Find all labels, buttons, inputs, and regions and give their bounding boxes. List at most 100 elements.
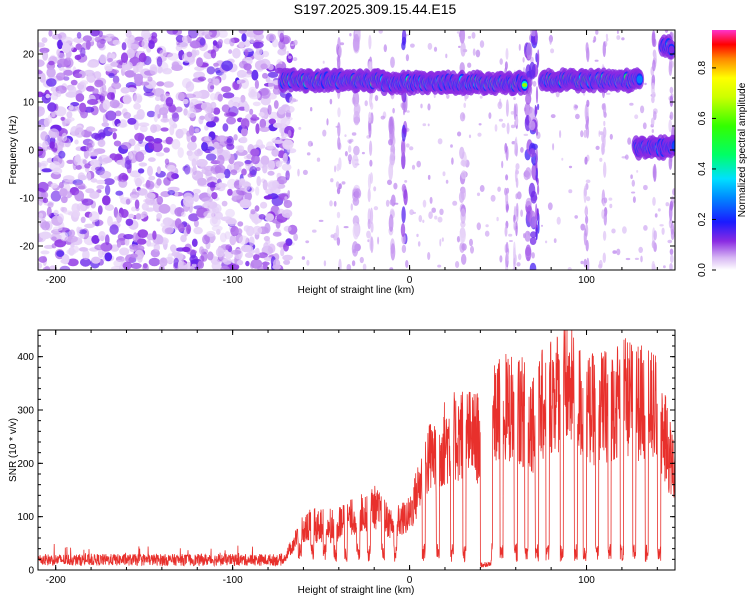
streak-blob [537, 49, 540, 66]
noise-blob [88, 211, 100, 223]
streak-blob [653, 230, 657, 241]
streak-blob [352, 215, 360, 227]
speckle [484, 230, 490, 237]
noise-blob [149, 64, 158, 75]
noise-blob [150, 124, 158, 133]
streak-blob [369, 172, 373, 184]
speckle [387, 179, 392, 186]
noise-blob [285, 105, 295, 113]
speckle [644, 82, 647, 86]
noise-blob [42, 51, 49, 61]
speckle [348, 145, 352, 153]
noise-blob [66, 159, 75, 164]
speckle [553, 238, 557, 244]
speckle [292, 98, 297, 103]
noise-blob [86, 99, 99, 105]
colorbar-tick-label: 0.6 [697, 111, 708, 125]
noise-blob [112, 75, 120, 84]
noise-blob [250, 148, 260, 157]
noise-blob [159, 257, 168, 267]
noise-blob [194, 149, 203, 157]
speckle [450, 144, 453, 148]
noise-blob [253, 30, 264, 36]
y-tick-label: 300 [17, 406, 34, 417]
noise-blob [226, 116, 237, 125]
speckle [310, 107, 313, 112]
speckle [427, 252, 431, 260]
noise-blob [241, 73, 253, 78]
speckle [631, 191, 636, 194]
speckle [411, 164, 416, 170]
noise-blob [137, 229, 149, 239]
noise-blob [127, 117, 137, 125]
noise-blob [40, 191, 49, 200]
noise-blob [144, 192, 156, 200]
streak-blob [369, 140, 373, 156]
streak-blob [514, 254, 517, 264]
noise-blob [111, 81, 122, 90]
noise-blob [156, 212, 163, 220]
streak-blob [401, 41, 406, 51]
noise-blob [153, 111, 159, 123]
noise-blob [137, 188, 148, 196]
y-tick-label: -20 [20, 242, 35, 253]
streak-blob [504, 225, 508, 237]
noise-blob [190, 135, 197, 143]
noise-blob [89, 191, 100, 199]
noise-blob [104, 65, 113, 72]
noise-blob [186, 51, 193, 58]
noise-blob [246, 225, 255, 237]
noise-blob [204, 136, 212, 142]
streak-blob [584, 205, 588, 216]
speckle [490, 194, 496, 202]
streak-blob [525, 197, 532, 208]
noise-blob [81, 198, 94, 206]
noise-blob [155, 152, 165, 157]
streak-blob [535, 148, 538, 162]
speckle [439, 208, 444, 215]
noise-blob [48, 30, 53, 37]
speckle [469, 238, 473, 247]
noise-blob [254, 205, 260, 212]
noise-blob [192, 188, 201, 194]
speckle [409, 146, 414, 151]
noise-blob [128, 151, 133, 160]
speckle [518, 43, 521, 51]
noise-blob [104, 184, 111, 196]
noise-blob [193, 226, 203, 235]
streak-blob [583, 187, 588, 197]
speckle [592, 39, 595, 43]
streak-blob [505, 253, 508, 267]
noise-blob [181, 211, 186, 218]
noise-blob [53, 209, 59, 216]
noise-blob [263, 195, 273, 200]
y-tick-label: 0 [28, 566, 34, 577]
speckle [488, 112, 492, 119]
streak-blob [651, 240, 656, 249]
noise-blob [201, 141, 208, 152]
noise-blob [174, 190, 179, 197]
streak-blob [336, 187, 341, 195]
noise-blob [148, 157, 156, 162]
streak-blob [603, 197, 608, 204]
noise-blob [204, 200, 211, 206]
speckle [550, 48, 555, 54]
speckle [595, 30, 599, 35]
noise-blob [273, 100, 279, 109]
noise-blob [98, 231, 106, 241]
speckle [598, 259, 603, 268]
speckle [361, 151, 365, 155]
speckle [665, 202, 670, 207]
streak-blob [602, 41, 606, 58]
noise-blob [104, 37, 112, 42]
speckle [290, 44, 295, 46]
noise-blob [100, 242, 113, 252]
streak-blob [535, 227, 538, 241]
noise-blob [135, 151, 145, 162]
speckle [464, 95, 467, 102]
noise-blob [74, 54, 82, 61]
streak-blob [505, 48, 509, 60]
noise-blob [121, 174, 129, 181]
noise-blob [199, 246, 205, 255]
